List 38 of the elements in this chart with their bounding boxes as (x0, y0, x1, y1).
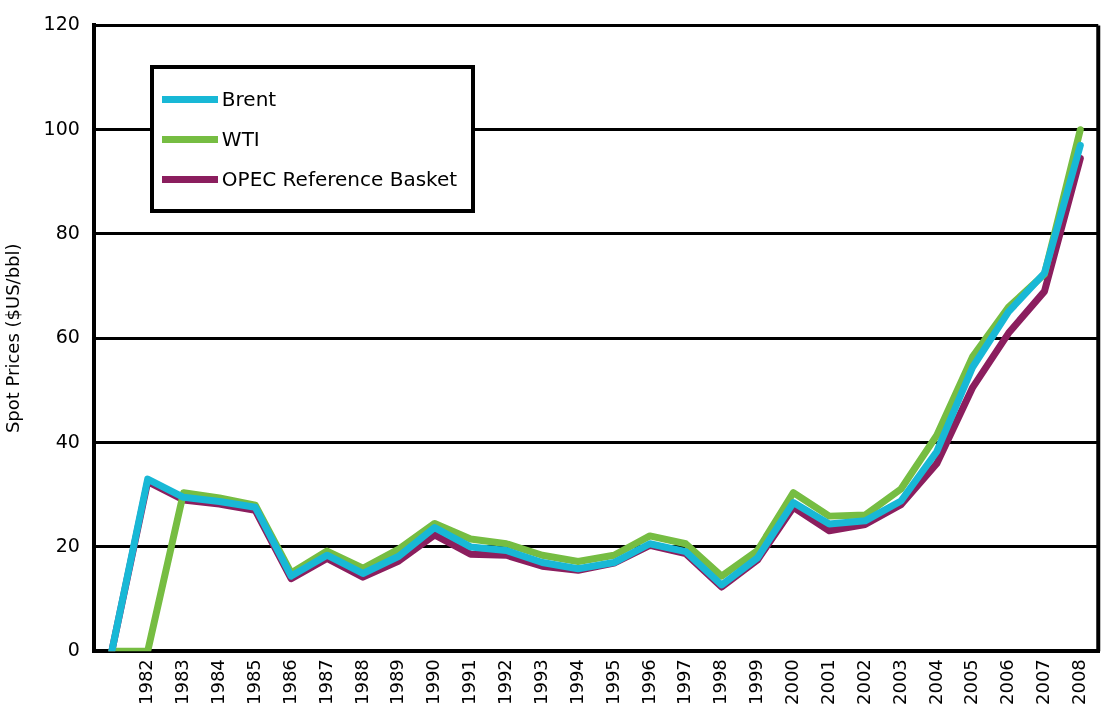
x-tick-label: 1988 (350, 659, 372, 705)
x-tick-label: 1996 (637, 659, 659, 705)
x-tick-label: 1998 (709, 659, 731, 705)
x-tick-label: 1997 (673, 659, 695, 705)
x-tick-label: 1989 (386, 659, 408, 705)
x-tick-label: 1991 (458, 659, 480, 705)
legend-label: WTI (221, 127, 260, 152)
x-tick-label: 2007 (1032, 659, 1054, 705)
x-tick-label: 1995 (601, 659, 623, 705)
x-tick-label: 1985 (242, 659, 264, 705)
y-tick-label: 80 (55, 220, 80, 243)
y-tick-label: 60 (55, 325, 80, 348)
x-tick-label: 1987 (314, 659, 336, 705)
legend-label: OPEC Reference Basket (221, 167, 458, 192)
y-tick-label: 0 (67, 638, 80, 661)
x-tick-label: 2006 (996, 659, 1018, 705)
x-tick-label: 1986 (278, 659, 300, 705)
x-tick-label: 2005 (960, 659, 982, 705)
y-tick-label: 100 (43, 116, 80, 139)
x-tick-label: 1999 (745, 659, 767, 705)
x-tick-label: 1984 (207, 659, 229, 705)
x-tick-label: 2001 (816, 659, 838, 705)
x-tick-label: 1983 (171, 659, 193, 705)
x-tick-label: 2000 (781, 659, 803, 705)
x-tick-label: 2002 (852, 659, 874, 705)
x-tick-label: 1990 (422, 659, 444, 705)
y-tick-label: 40 (55, 429, 80, 452)
x-tick-label: 1994 (565, 659, 587, 705)
x-tick-label: 2004 (924, 659, 946, 705)
y-tick-label: 20 (55, 533, 80, 556)
x-tick-label: 1993 (529, 659, 551, 705)
y-axis-title: Spot Prices ($US/bbl) (2, 243, 24, 434)
legend-label: Brent (221, 87, 277, 112)
y-tick-label: 120 (43, 12, 80, 35)
x-tick-label: 2008 (1068, 659, 1089, 705)
x-tick-label: 1992 (494, 659, 516, 705)
x-tick-label: 2003 (888, 659, 910, 705)
x-tick-label: 1982 (135, 659, 157, 705)
